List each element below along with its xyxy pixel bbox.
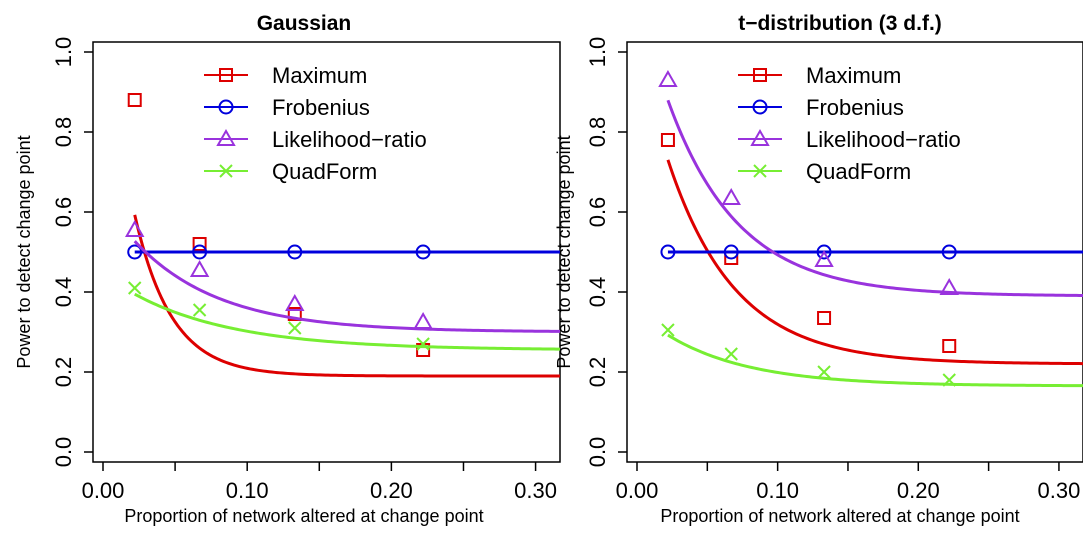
- legend-marker: [218, 99, 234, 115]
- y-axis-label: Power to detect change point: [554, 135, 574, 368]
- data-point-circle: [287, 244, 303, 260]
- data-point-x: [192, 303, 207, 317]
- series-line-x: [667, 333, 1083, 388]
- y-tick-label: 1.0: [51, 37, 76, 68]
- x-tick-label: 0.10: [756, 478, 799, 503]
- y-tick-label: 0.6: [51, 197, 76, 228]
- legend-label: Frobenius: [806, 95, 904, 120]
- x-tick-label: 0.30: [1038, 478, 1081, 503]
- legend-label: Likelihood−ratio: [806, 127, 961, 152]
- series-line-square: [133, 214, 560, 378]
- data-point-x: [724, 347, 738, 361]
- chart-panel-2: t−distribution (3 d.f.) 0.00 0.10 0.20 0.30 0…: [554, 12, 1083, 526]
- data-point-triangle: [814, 249, 834, 267]
- data-point-square: [942, 339, 957, 353]
- legend-marker: [752, 99, 768, 115]
- data-point-triangle: [939, 277, 959, 295]
- legend-marker: [753, 164, 767, 178]
- chart-panel-1: Gaussian 0.00 0.10 0.20 0.30 0.0 0.2 0.4 0.6 0.8 1…: [14, 12, 561, 526]
- data-point-triangle: [124, 219, 145, 237]
- y-tick-label: 0.4: [585, 277, 610, 308]
- chart-title: Gaussian: [257, 12, 352, 35]
- legend-marker: [216, 128, 236, 146]
- data-point-triangle: [721, 187, 741, 205]
- data-point-square: [660, 133, 675, 147]
- data-point-circle: [415, 244, 431, 260]
- y-tick-label: 1.0: [585, 37, 610, 68]
- series-line-triangle: [666, 99, 1083, 297]
- x-axis-label: Proportion of network altered at change …: [660, 506, 1019, 526]
- legend-label: Maximum: [806, 63, 901, 88]
- plot-frame: [626, 41, 1083, 463]
- x-axis-label: Proportion of network altered at change …: [124, 506, 483, 526]
- data-point-circle: [723, 244, 739, 260]
- series-line-triangle: [133, 240, 560, 333]
- legend-label: QuadForm: [272, 159, 377, 184]
- data-point-triangle: [189, 259, 210, 277]
- legend-label: Likelihood−ratio: [272, 127, 427, 152]
- data-point-circle: [660, 244, 676, 260]
- data-point-x: [942, 373, 956, 387]
- data-point-circle: [192, 244, 208, 260]
- series-line-x: [134, 292, 560, 351]
- x-tick-label: 0.20: [370, 478, 413, 503]
- y-tick-label: 0.4: [51, 277, 76, 308]
- data-point-x: [817, 365, 831, 379]
- data-point-x: [416, 337, 430, 351]
- data-point-x: [288, 321, 302, 335]
- chart-title: t−distribution (3 d.f.): [738, 12, 942, 35]
- legend-label: QuadForm: [806, 159, 911, 184]
- legend-marker: [753, 68, 767, 82]
- legend-label: Maximum: [272, 63, 367, 88]
- y-axis-label: Power to detect change point: [14, 135, 34, 368]
- y-tick-label: 0.0: [51, 437, 76, 468]
- data-point-circle: [127, 244, 143, 260]
- x-tick-label: 0.00: [82, 478, 125, 503]
- legend-label: Frobenius: [272, 95, 370, 120]
- data-point-triangle: [285, 293, 305, 311]
- data-point-square: [127, 93, 142, 107]
- y-tick-label: 0.6: [585, 197, 610, 228]
- series-line-square: [666, 159, 1083, 366]
- x-tick-label: 0.00: [616, 478, 659, 503]
- y-tick-label: 0.8: [51, 117, 76, 148]
- legend-marker: [219, 68, 233, 82]
- legend-marker: [219, 164, 233, 178]
- x-tick-label: 0.30: [514, 478, 557, 503]
- data-point-circle: [816, 244, 832, 260]
- legend-marker: [750, 128, 770, 146]
- y-tick-label: 0.8: [585, 117, 610, 148]
- x-tick-label: 0.10: [226, 478, 269, 503]
- data-point-circle: [941, 244, 957, 260]
- y-tick-label: 0.0: [585, 437, 610, 468]
- data-point-triangle: [658, 69, 678, 87]
- y-tick-label: 0.2: [585, 357, 610, 388]
- data-point-x: [661, 323, 675, 337]
- data-point-square: [287, 307, 302, 321]
- data-point-x: [128, 281, 142, 295]
- y-tick-label: 0.2: [51, 357, 76, 388]
- data-point-square: [192, 237, 207, 251]
- data-point-square: [817, 311, 832, 325]
- data-point-triangle: [413, 311, 433, 329]
- x-tick-label: 0.20: [897, 478, 940, 503]
